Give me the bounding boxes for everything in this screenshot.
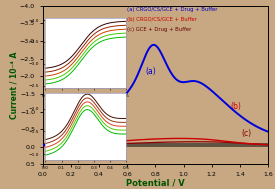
Text: (a) CRGO/CS/GCE + Drug + Buffer: (a) CRGO/CS/GCE + Drug + Buffer bbox=[127, 7, 218, 12]
Text: (b) CRGO/CS/GCE + Buffer: (b) CRGO/CS/GCE + Buffer bbox=[127, 17, 197, 22]
Text: (c) GCE + Drug + Buffer: (c) GCE + Drug + Buffer bbox=[127, 27, 192, 32]
Text: (a): (a) bbox=[145, 67, 156, 77]
Text: (b): (b) bbox=[230, 102, 241, 111]
X-axis label: Potential / V: Potential / V bbox=[126, 178, 185, 187]
Text: (c): (c) bbox=[241, 129, 251, 138]
Y-axis label: Current / 10⁻⁴ A: Current / 10⁻⁴ A bbox=[9, 51, 18, 119]
